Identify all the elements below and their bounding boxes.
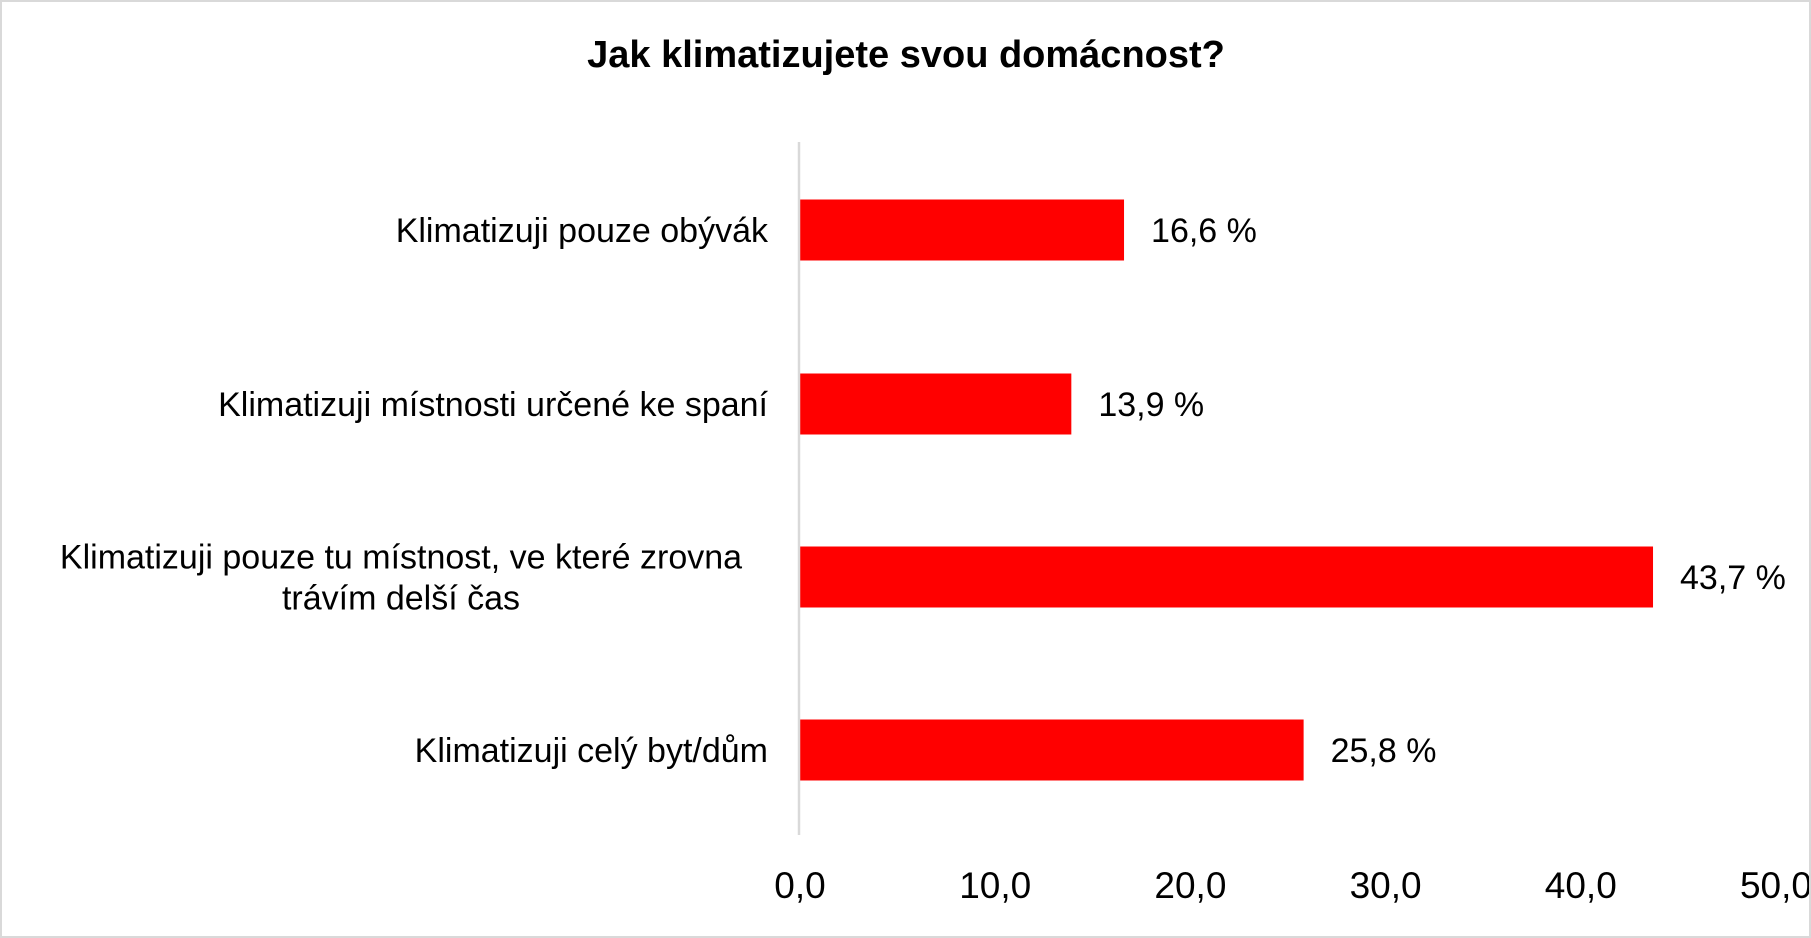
bar [800,546,1654,608]
category-label: Klimatizuji celý byt/dům [415,732,768,770]
chart-title: Jak klimatizujete svou domácnost? [587,34,1225,76]
x-tick-label: 0,0 [774,865,825,906]
x-tick-label: 30,0 [1350,865,1422,906]
data-label: 25,8 % [1331,732,1437,770]
x-tick-label: 40,0 [1545,865,1617,906]
x-tick-label: 20,0 [1154,865,1226,906]
data-label: 16,6 % [1151,212,1257,250]
x-tick-labels-layer: 0,0 10,0 20,0 30,0 40,0 50,0 [774,865,1809,906]
category-label: Klimatizuji pouze tu místnost, ve které … [60,539,742,618]
bar [800,373,1072,435]
category-label: Klimatizuji pouze obývák [396,212,769,250]
data-label: 43,7 % [1680,559,1786,597]
category-label-line: Klimatizuji pouze tu místnost, ve které … [60,539,742,577]
data-labels-layer: 16,6 % 13,9 % 43,7 % 25,8 % [1098,212,1786,770]
data-label: 13,9 % [1098,386,1204,424]
x-tick-label: 50,0 [1740,865,1809,906]
category-label: Klimatizuji místnosti určené ke spaní [218,386,768,424]
category-labels-layer: Klimatizuji pouze obývák Klimatizuji míst… [60,212,769,770]
x-tick-label: 10,0 [959,865,1031,906]
bar [800,199,1125,261]
category-label-line: trávím delší čas [282,580,520,618]
bars-layer [800,199,1654,781]
bar [800,719,1304,781]
